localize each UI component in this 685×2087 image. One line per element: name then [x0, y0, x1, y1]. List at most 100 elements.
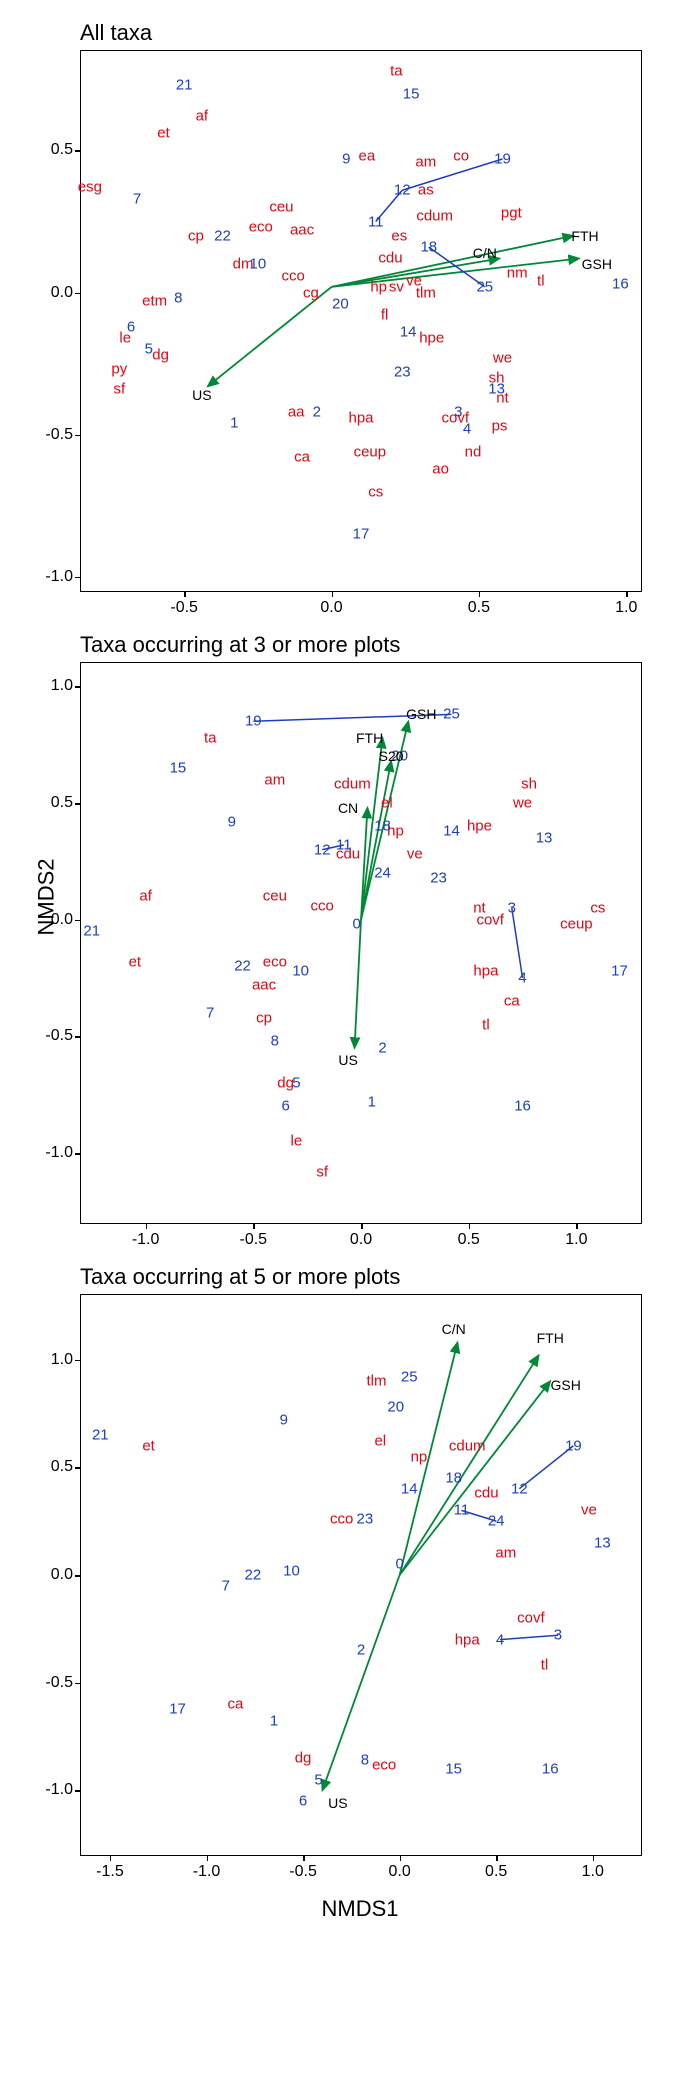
taxa-label: tlm [366, 1373, 386, 1390]
taxa-label: ca [228, 1696, 244, 1713]
taxa-label: am [264, 771, 285, 788]
taxa-label: aac [290, 222, 314, 239]
taxa-label: ca [294, 449, 310, 466]
taxa-label: cdu [474, 1485, 498, 1502]
env-label: GSH [406, 706, 436, 722]
plot-number: 11 [454, 1502, 470, 1519]
env-label: US [338, 1052, 357, 1068]
taxa-label: et [129, 953, 142, 970]
taxa-label: cdum [449, 1437, 486, 1454]
taxa-label: hpe [419, 330, 444, 347]
plot-connector [512, 908, 523, 978]
taxa-label: np [411, 1448, 428, 1465]
taxa-label: ea [359, 148, 376, 165]
y-tick [75, 150, 81, 152]
taxa-label: cs [368, 483, 383, 500]
y-tick-label: 0.5 [37, 794, 73, 812]
taxa-label: am [415, 153, 436, 170]
taxa-label: cdum [334, 776, 371, 793]
plot-number: 3 [508, 900, 516, 917]
env-arrow [361, 808, 367, 920]
plot-area: -1.0-0.50.00.51.0-1.0-0.50.00.51.0taamcd… [80, 662, 642, 1224]
y-tick-label: 1.0 [37, 677, 73, 695]
taxa-label: ps [492, 418, 508, 435]
plot-number: 16 [612, 276, 629, 293]
env-label: FTH [571, 228, 598, 244]
plot-number: 16 [514, 1098, 531, 1115]
plot-number: 1 [368, 1093, 376, 1110]
plot-number: 3 [454, 403, 462, 420]
x-tick [593, 1855, 595, 1861]
taxa-label: hpa [455, 1631, 480, 1648]
plot-number: 10 [292, 963, 309, 980]
y-tick-label: -1.0 [37, 1144, 73, 1162]
x-tick-label: 1.0 [565, 1231, 587, 1249]
taxa-label: af [139, 888, 152, 905]
x-tick [626, 591, 628, 597]
plot-number: 18 [445, 1470, 462, 1487]
plot-number: 6 [281, 1098, 289, 1115]
x-tick-label: 0.5 [485, 1863, 507, 1881]
taxa-label: ceu [263, 888, 287, 905]
env-label: FTH [537, 1330, 564, 1346]
taxa-label: cco [311, 897, 334, 914]
plot-number: 21 [83, 923, 100, 940]
y-tick [75, 1467, 81, 1469]
plot-area: -1.5-1.0-0.50.00.51.0-1.0-0.50.00.51.0tl… [80, 1294, 642, 1856]
y-tick [75, 1790, 81, 1792]
plot-number: 11 [336, 837, 352, 854]
taxa-label: tl [537, 273, 545, 290]
taxa-label: nm [507, 264, 528, 281]
plot-number: 2 [313, 403, 321, 420]
nmds-panel-0: All taxa-0.50.00.51.0-1.0-0.50.00.5taafe… [20, 20, 665, 592]
nmds-panel-1: Taxa occurring at 3 or more plots -1.0-0.… [20, 632, 665, 1224]
plot-number: 13 [536, 830, 553, 847]
taxa-label: covf [476, 911, 504, 928]
taxa-label: el [374, 1433, 386, 1450]
taxa-label: es [391, 227, 407, 244]
y-tick [75, 803, 81, 805]
taxa-label: aa [288, 403, 305, 420]
plot-number: 2 [357, 1642, 365, 1659]
y-tick [75, 1575, 81, 1577]
plot-number: 14 [400, 324, 417, 341]
panel-title: Taxa occurring at 3 or more plots [80, 632, 665, 658]
plot-number: 6 [299, 1793, 307, 1810]
plot-number: 0 [353, 916, 361, 933]
plot-number: 17 [353, 526, 370, 543]
x-tick-label: -0.5 [240, 1231, 268, 1249]
taxa-label: sf [316, 1163, 328, 1180]
plot-number: 1 [270, 1713, 278, 1730]
y-axis-label: NMDS2 [34, 858, 60, 935]
taxa-label: eco [372, 1756, 396, 1773]
x-tick-label: 0.0 [350, 1231, 372, 1249]
vector-overlay [81, 663, 641, 1223]
plot-number: 5 [145, 341, 153, 358]
plot-number: 25 [443, 706, 460, 723]
taxa-label: cdu [378, 250, 402, 267]
plot-number: 16 [542, 1760, 559, 1777]
env-label: C/N [473, 245, 497, 261]
plot-number: 4 [496, 1631, 504, 1648]
y-tick-label: -1.0 [37, 568, 73, 586]
x-tick-label: -0.5 [170, 599, 198, 617]
x-tick [110, 1855, 112, 1861]
taxa-label: cs [590, 900, 605, 917]
plot-number: 14 [443, 823, 460, 840]
env-arrow [400, 1355, 539, 1575]
taxa-label: ve [407, 846, 423, 863]
taxa-label: cdum [416, 207, 453, 224]
taxa-label: sv [389, 278, 404, 295]
y-tick [75, 577, 81, 579]
plot-number: 23 [357, 1511, 374, 1528]
y-tick [75, 686, 81, 688]
taxa-label: we [493, 349, 512, 366]
taxa-label: cco [282, 267, 305, 284]
env-label: C/N [442, 1321, 466, 1337]
plot-number: 10 [249, 256, 266, 273]
plot-number: 8 [174, 290, 182, 307]
plot-number: 24 [374, 865, 391, 882]
y-tick-label: -0.5 [37, 426, 73, 444]
x-tick-label: 0.5 [458, 1231, 480, 1249]
panel-title: Taxa occurring at 5 or more plots [80, 1264, 665, 1290]
